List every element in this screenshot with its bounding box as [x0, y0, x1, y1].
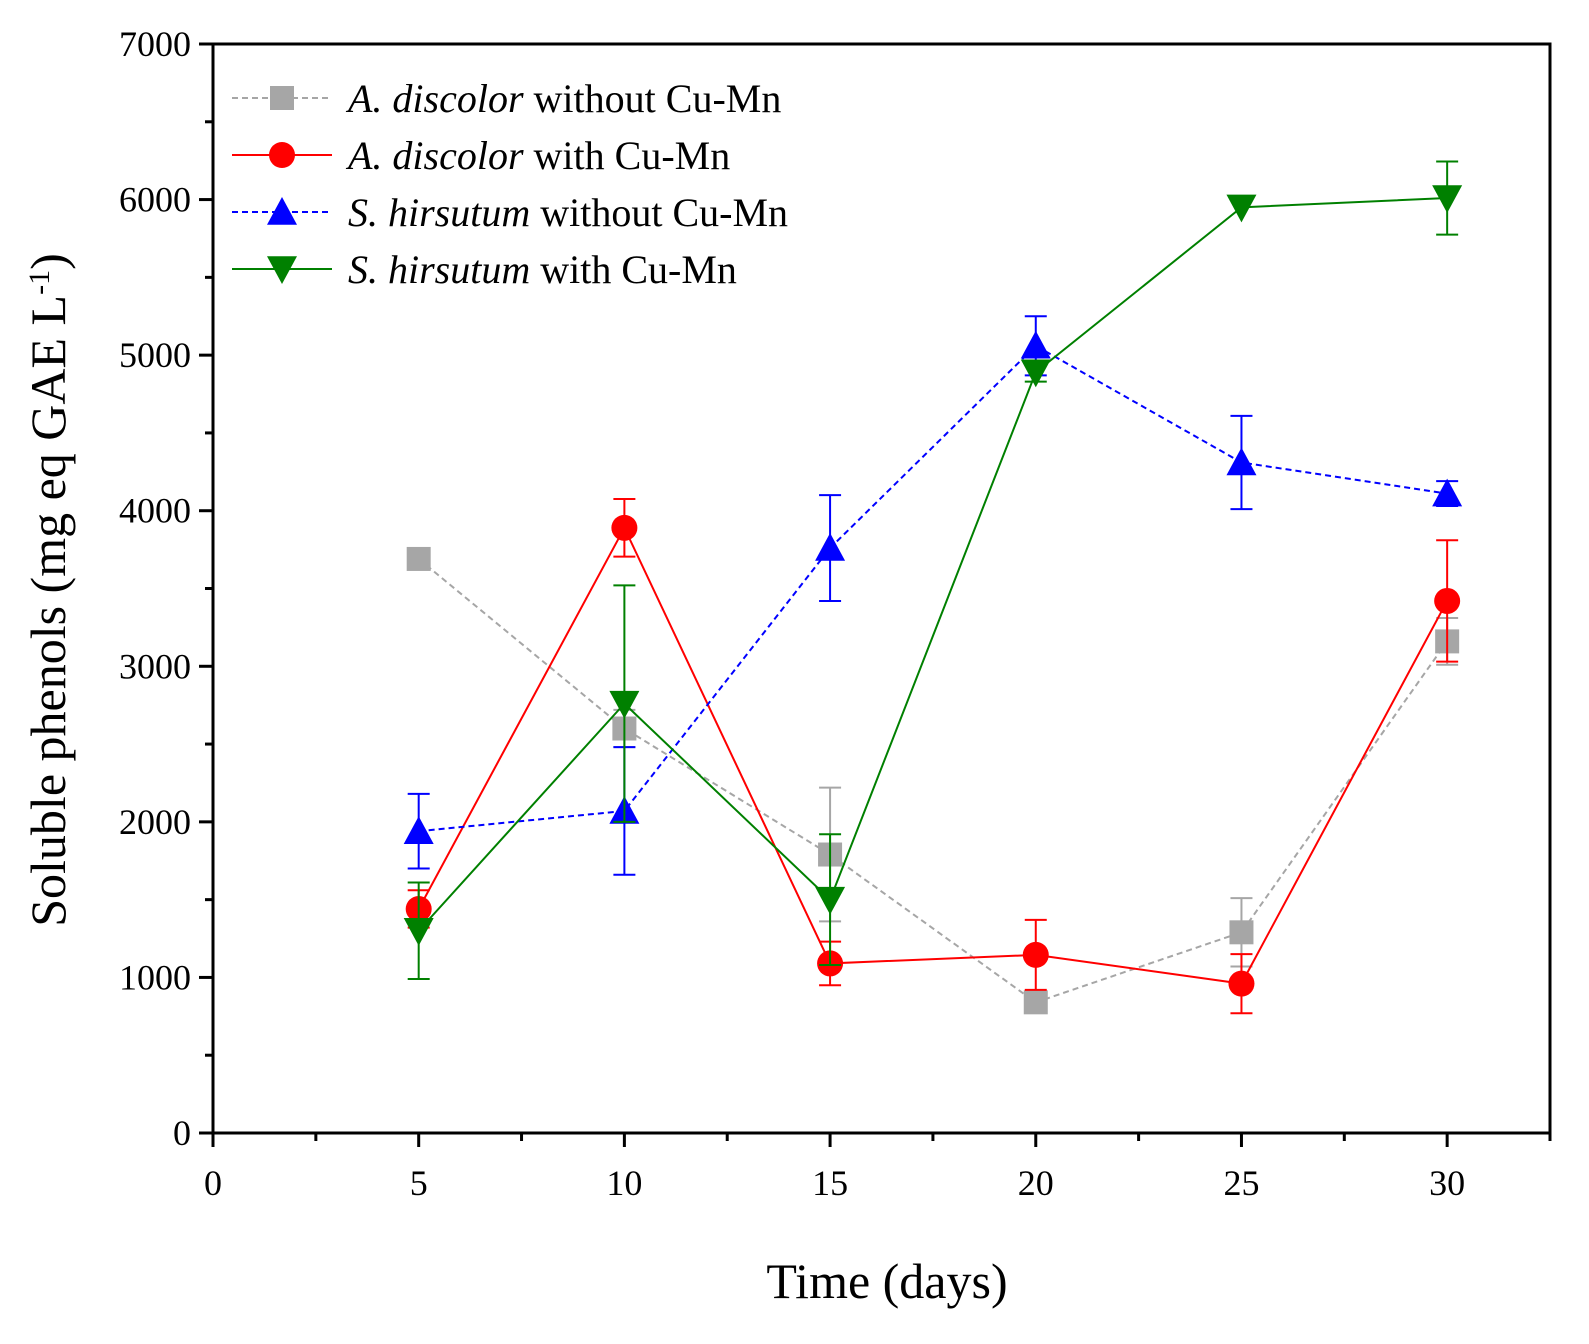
legend-species: A. discolor: [345, 76, 524, 121]
x-tick-label: 25: [1223, 1163, 1259, 1203]
legend-condition: with Cu-Mn: [524, 133, 731, 178]
data-point: [609, 690, 640, 719]
data-point: [1226, 447, 1257, 476]
x-axis-title: Time (days): [766, 1253, 1007, 1309]
data-point: [1432, 478, 1463, 507]
y-tick-label: 7000: [119, 24, 191, 64]
data-point: [815, 886, 846, 915]
data-point: [1228, 970, 1255, 997]
data-point: [1023, 990, 1048, 1015]
data-point: [1432, 185, 1463, 214]
legend-label: A. discolor without Cu-Mn: [345, 76, 781, 121]
legend-species: S. hirsutum: [348, 190, 530, 235]
y-axis-title: Soluble phenols (mg eq GAE L-1): [20, 253, 76, 927]
data-point: [1226, 194, 1257, 223]
legend-marker: [269, 142, 295, 168]
series-line: [418, 344, 1448, 833]
y-tick-label: 2000: [119, 802, 191, 842]
y-tick-label: 0: [173, 1113, 191, 1153]
data-point: [1020, 330, 1051, 359]
x-tick-label: 10: [606, 1163, 642, 1203]
y-axis-title-superscript: -1: [23, 270, 56, 295]
series-line: [418, 558, 1448, 1004]
legend-condition: without Cu-Mn: [524, 76, 782, 121]
x-tick-label: 0: [204, 1163, 222, 1203]
legend-species: A. discolor: [345, 133, 524, 178]
y-tick-label: 5000: [119, 335, 191, 375]
series-3: [403, 315, 1463, 876]
data-point: [1434, 587, 1461, 614]
legend-label: S. hirsutum without Cu-Mn: [348, 190, 788, 235]
x-tick-label: 20: [1018, 1163, 1054, 1203]
legend: A. discolor without Cu-MnA. discolor wit…: [232, 76, 788, 292]
series-line: [417, 197, 1448, 932]
legend-species: S. hirsutum: [348, 247, 530, 292]
y-tick-label: 1000: [119, 957, 191, 997]
y-tick-label: 3000: [119, 646, 191, 686]
axes: 0 1000 2000 3000 4000 5000 6000 7000 0 5 10 15 20 25 3…: [119, 24, 1552, 1203]
y-axis-title-main: Soluble phenols (mg eq GAE L: [20, 295, 76, 927]
data-point: [403, 816, 434, 844]
legend-label: S. hirsutum with Cu-Mn: [348, 247, 737, 292]
y-tick-label: 6000: [119, 180, 191, 220]
legend-entry-2: A. discolor with Cu-Mn: [232, 133, 730, 178]
legend-marker: [267, 256, 297, 284]
legend-marker: [270, 86, 294, 110]
legend-entry-3: S. hirsutum without Cu-Mn: [232, 190, 788, 235]
data-point: [406, 546, 431, 571]
legend-condition: without Cu-Mn: [530, 190, 788, 235]
x-tick-label: 5: [410, 1163, 428, 1203]
legend-entry-4: S. hirsutum with Cu-Mn: [232, 247, 737, 292]
data-point: [611, 514, 638, 541]
data-point: [1020, 359, 1051, 388]
legend-entry-1: A. discolor without Cu-Mn: [232, 76, 781, 121]
x-tick-label: 30: [1429, 1163, 1465, 1203]
data-point: [403, 918, 434, 946]
y-axis-title-close: ): [20, 253, 76, 270]
data-point: [1229, 920, 1254, 945]
x-tick-label: 15: [812, 1163, 848, 1203]
data-point: [815, 533, 846, 561]
legend-condition: with Cu-Mn: [530, 247, 737, 292]
plot-area: [403, 160, 1463, 1015]
series-4: [403, 160, 1463, 980]
legend-label: A. discolor with Cu-Mn: [345, 133, 730, 178]
series-line: [417, 525, 1449, 985]
data-point: [1022, 941, 1049, 968]
series-2: [405, 498, 1461, 1015]
y-tick-label: 4000: [119, 491, 191, 531]
series-1: [406, 546, 1460, 1015]
legend-marker: [267, 197, 297, 225]
